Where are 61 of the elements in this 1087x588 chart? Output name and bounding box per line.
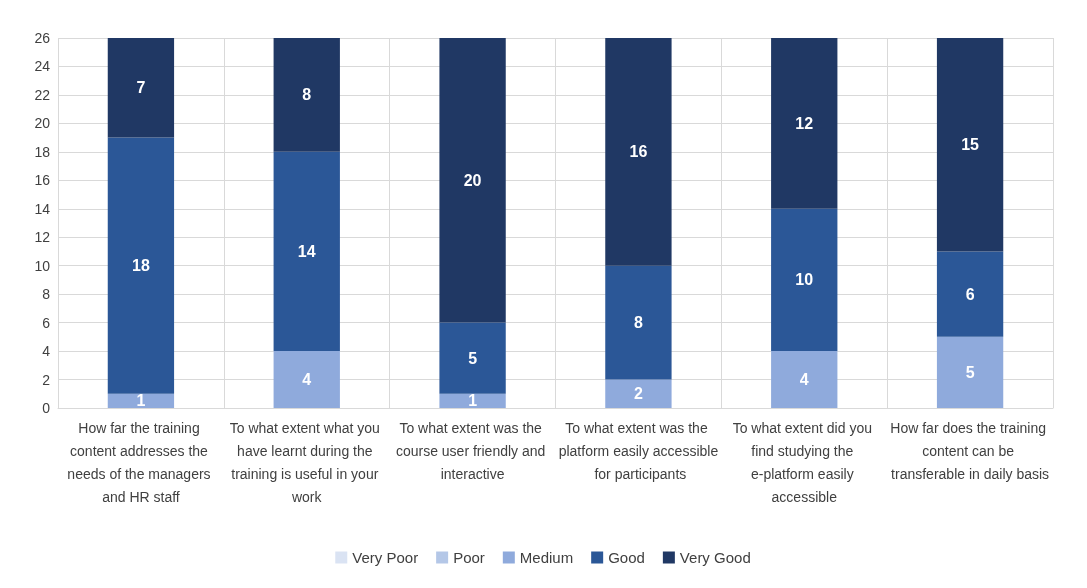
bar [107, 38, 175, 138]
bar [936, 336, 1004, 408]
data-label: 10 [795, 271, 814, 289]
x-tick-label: To what extent was the platform easily accessible for participants [558, 419, 719, 482]
legend-label: Medium [519, 549, 574, 566]
data-label: 5 [468, 349, 478, 367]
y-tick-label: 10 [34, 257, 51, 274]
y-tick-label: 22 [34, 86, 51, 103]
x-tick-label: To what extent what you have learnt during the training is useful in your work [229, 419, 384, 505]
data-label: 18 [132, 257, 150, 275]
y-tick-label: 26 [34, 30, 51, 46]
data-label: 2 [633, 385, 643, 403]
y-tick-label: 18 [34, 143, 51, 160]
y-tick-label: 12 [34, 229, 51, 246]
bar [107, 393, 175, 408]
data-label: 14 [297, 242, 316, 260]
bar [273, 38, 340, 152]
x-tick-label: To what extent was the course user friendly and interactive [395, 419, 550, 482]
y-tick-label: 14 [34, 200, 51, 217]
bar [439, 38, 506, 323]
data-label: 16 [629, 143, 648, 161]
bar [771, 208, 838, 352]
data-label: 1 [136, 392, 146, 410]
data-label: 20 [463, 171, 482, 189]
y-tick-label: 2 [42, 371, 51, 388]
legend-label: Very Poor [352, 549, 419, 566]
x-tick-label: To what extent did you find studying the e-platform easily accessible [732, 419, 876, 505]
y-tick-label: 24 [34, 58, 51, 75]
bar [439, 322, 506, 394]
bar [605, 38, 672, 266]
bar [936, 251, 1004, 337]
legend-label: Good [608, 549, 645, 566]
y-tick-label: 4 [42, 343, 51, 360]
data-label: 6 [965, 285, 975, 303]
bar [771, 351, 838, 408]
data-label: 7 [136, 79, 146, 97]
bar [273, 351, 340, 408]
y-tick-label: 20 [34, 115, 51, 132]
bar [605, 379, 672, 408]
bar [771, 38, 838, 209]
data-label: 12 [795, 114, 814, 132]
y-tick-label: 16 [34, 172, 51, 189]
data-label: 8 [633, 314, 643, 332]
x-tick-label: How far does the training content can be transferable in daily basis [890, 419, 1050, 482]
x-tick-label: How far the training content addresses the needs of the managers and HR staff [67, 419, 215, 505]
y-tick-label: 6 [42, 314, 51, 331]
data-label: 1 [468, 392, 478, 410]
data-label: 5 [965, 363, 975, 381]
bar [107, 137, 175, 394]
bar [273, 151, 340, 352]
bar [936, 38, 1004, 252]
data-label: 15 [961, 136, 980, 154]
y-tick-label: 8 [42, 286, 51, 303]
y-tick-label: 0 [42, 400, 51, 416]
data-label: 4 [302, 371, 312, 389]
legend-label: Poor [453, 549, 485, 566]
data-label: 4 [799, 371, 809, 389]
bar [605, 265, 672, 380]
legend-label: Very Good [679, 549, 751, 566]
data-label: 8 [302, 86, 312, 104]
bar [439, 393, 506, 408]
